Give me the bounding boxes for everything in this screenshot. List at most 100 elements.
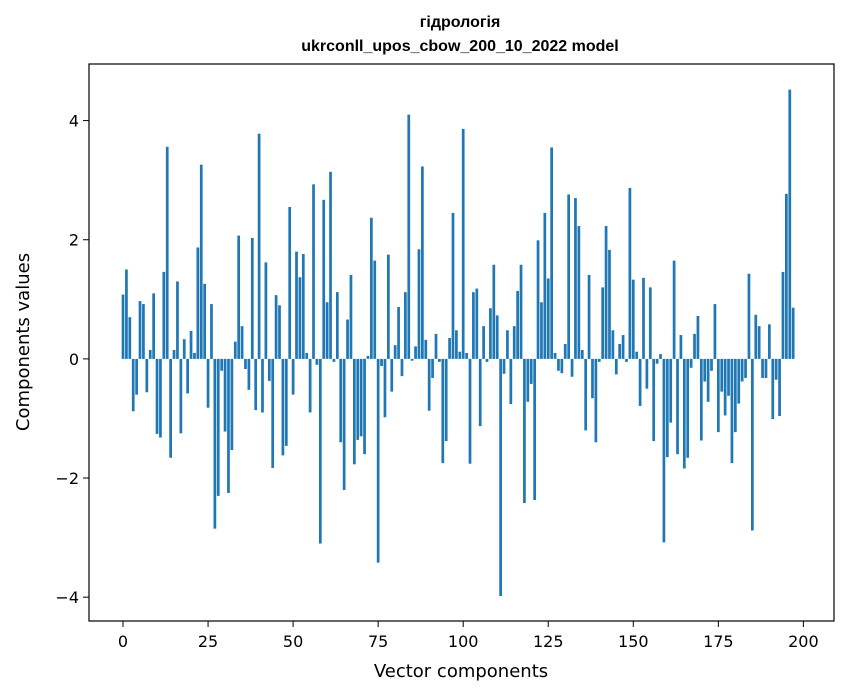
bar-127: [553, 352, 557, 359]
x-tick-label: 200: [788, 632, 819, 651]
bar-64: [339, 358, 343, 443]
bar-48: [284, 358, 288, 446]
bar-11: [159, 358, 162, 438]
bar-121: [533, 358, 536, 501]
bar-34: [237, 235, 241, 359]
bar-134: [577, 226, 581, 359]
bar-193: [778, 358, 781, 417]
bar-158: [659, 354, 662, 359]
bar-107: [485, 358, 489, 362]
bar-103: [472, 292, 475, 359]
bar-87: [417, 249, 421, 359]
bar-46: [278, 305, 281, 359]
x-tick-label: 100: [448, 632, 479, 651]
bar-151: [635, 351, 639, 359]
bar-138: [591, 358, 594, 399]
bar-59: [322, 199, 326, 359]
bar-39: [254, 358, 258, 411]
bar-3: [131, 358, 135, 412]
bar-117: [519, 264, 523, 359]
bar-174: [713, 304, 717, 359]
bar-159: [662, 358, 666, 543]
bar-181: [737, 358, 741, 404]
bar-142: [604, 226, 608, 359]
bar-147: [621, 335, 625, 359]
bar-85: [410, 358, 414, 361]
bar-155: [648, 287, 652, 359]
bar-196: [788, 89, 792, 359]
bar-192: [774, 358, 778, 380]
y-tick-label: −2: [55, 469, 79, 488]
bar-series: [121, 89, 795, 596]
bar-68: [352, 358, 356, 465]
chart-subtitle: ukrconll_upos_cbow_200_10_2022 model: [301, 38, 618, 55]
bar-91: [431, 358, 434, 378]
bar-63: [335, 292, 339, 359]
bar-126: [550, 147, 554, 359]
bar-1: [125, 269, 128, 359]
bar-80: [393, 345, 397, 359]
bar-160: [665, 358, 669, 458]
bar-110: [495, 315, 499, 359]
bar-133: [574, 198, 577, 359]
bar-170: [699, 358, 703, 441]
x-tick-label: 75: [368, 632, 388, 651]
bar-119: [526, 358, 530, 402]
bar-105: [478, 358, 482, 427]
bar-128: [557, 358, 560, 371]
bar-183: [744, 358, 747, 378]
bar-150: [631, 279, 635, 359]
bar-61: [329, 171, 332, 359]
bar-31: [227, 358, 230, 493]
bar-2: [128, 317, 132, 359]
bar-83: [404, 292, 407, 359]
x-tick-label: 125: [533, 632, 564, 651]
bar-113: [506, 330, 509, 359]
bar-118: [523, 358, 526, 504]
bar-70: [359, 358, 363, 437]
bar-157: [655, 358, 659, 364]
bar-38: [250, 237, 254, 359]
x-tick-label: 50: [283, 632, 303, 651]
bar-162: [672, 260, 676, 359]
bar-176: [720, 358, 724, 392]
bar-52: [298, 277, 302, 359]
bar-32: [230, 358, 234, 451]
bar-65: [342, 358, 346, 490]
bar-90: [427, 358, 431, 411]
bar-194: [781, 271, 785, 359]
bar-186: [754, 314, 758, 359]
plot-frame: [88, 63, 835, 622]
bar-82: [400, 358, 404, 377]
bar-166: [686, 358, 690, 458]
bar-95: [444, 358, 448, 442]
y-axis-ticks: −4 −2 0 2 4: [55, 112, 89, 607]
bar-8: [148, 349, 152, 359]
bar-58: [318, 358, 322, 544]
bar-5: [138, 301, 142, 359]
bar-112: [502, 358, 506, 374]
bar-135: [580, 349, 584, 359]
bar-195: [785, 193, 788, 359]
bar-129: [560, 358, 564, 374]
bar-185: [751, 358, 754, 531]
bar-173: [710, 358, 713, 371]
bar-45: [274, 295, 278, 359]
bar-36: [244, 358, 247, 370]
bar-96: [448, 338, 451, 359]
bar-120: [529, 358, 533, 384]
bar-171: [703, 358, 707, 382]
bar-66: [346, 319, 349, 359]
bar-114: [509, 358, 513, 405]
bar-0: [121, 294, 125, 359]
bar-15: [172, 349, 176, 359]
x-tick-label: 175: [703, 632, 734, 651]
bar-137: [587, 274, 591, 359]
bar-24: [203, 283, 207, 359]
bar-144: [611, 330, 615, 359]
bar-104: [475, 288, 479, 359]
chart-title: гідрологія: [420, 14, 501, 31]
bar-69: [356, 358, 360, 440]
bar-131: [567, 194, 571, 359]
bar-184: [747, 273, 751, 359]
